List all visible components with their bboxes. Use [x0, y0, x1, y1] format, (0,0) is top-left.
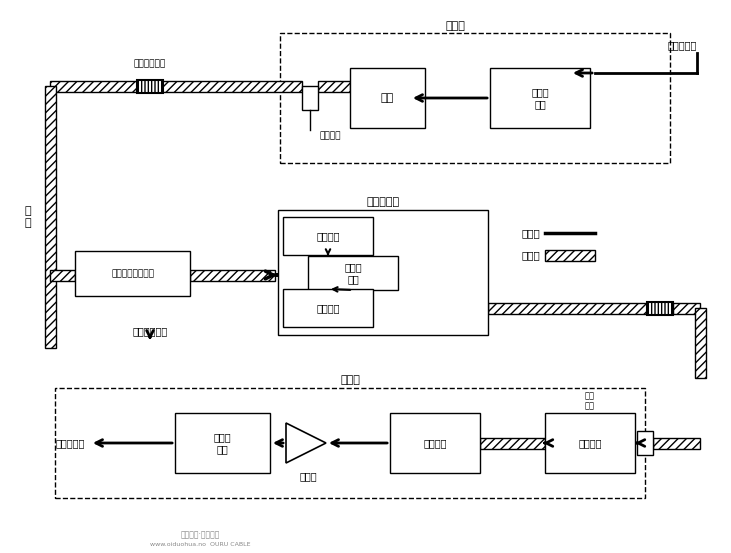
Bar [318, 81, 350, 91]
Text: 电信号输出: 电信号输出 [56, 438, 85, 448]
Text: 光发射器: 光发射器 [317, 303, 340, 313]
Bar [137, 80, 163, 92]
Text: 电再生
器串: 电再生 器串 [344, 262, 362, 284]
Bar [50, 269, 75, 280]
Bar [55, 388, 645, 498]
Text: 再生中继器: 再生中继器 [366, 197, 400, 207]
Bar [653, 437, 700, 448]
Bar [280, 33, 670, 163]
Polygon shape [286, 423, 326, 463]
Text: 光放大器: 光放大器 [578, 438, 602, 448]
Bar [50, 81, 302, 91]
Bar [694, 308, 705, 378]
Bar [308, 256, 398, 290]
Bar [45, 86, 56, 348]
Text: 数字通信·信号处理: 数字通信·信号处理 [181, 530, 220, 540]
Text: 监控供电备份: 监控供电备份 [132, 326, 167, 336]
Text: 电信号输入: 电信号输入 [667, 40, 697, 50]
Bar [278, 210, 488, 335]
Bar [545, 413, 635, 473]
Bar [673, 302, 700, 314]
Text: 光调制器: 光调制器 [319, 132, 341, 140]
Text: 光源: 光源 [381, 93, 394, 103]
Bar [545, 249, 595, 260]
Bar [480, 437, 545, 448]
Bar [75, 251, 190, 296]
Bar [637, 431, 653, 455]
Text: 发射端: 发射端 [445, 21, 465, 31]
Text: 电信号: 电信号 [521, 228, 540, 238]
Bar [190, 269, 275, 280]
Text: 光
缆: 光 缆 [25, 206, 31, 228]
Bar [350, 68, 425, 128]
Text: 接收端: 接收端 [340, 375, 360, 385]
Text: 电调制
器串: 电调制 器串 [531, 87, 549, 109]
Text: 光检波器: 光检波器 [317, 231, 340, 241]
Bar [488, 302, 650, 314]
Bar [390, 413, 480, 473]
Text: www.oiduohua.no  OURU CABLE: www.oiduohua.no OURU CABLE [150, 542, 250, 547]
Bar [283, 289, 373, 327]
Text: 光纤放大器盒: 光纤放大器盒 [134, 60, 166, 69]
Text: 放大器: 放大器 [299, 471, 317, 481]
Text: 信号检
测器: 信号检 测器 [213, 432, 231, 454]
Text: 光信号: 光信号 [521, 250, 540, 260]
Text: 光纤合路器代束器: 光纤合路器代束器 [111, 269, 154, 278]
Bar [175, 413, 270, 473]
Bar [647, 301, 673, 315]
Text: 光耦合器: 光耦合器 [423, 438, 447, 448]
Text: 色散
补偿: 色散 补偿 [585, 392, 595, 411]
Bar [490, 68, 590, 128]
Bar [283, 217, 373, 255]
Bar [302, 86, 318, 110]
